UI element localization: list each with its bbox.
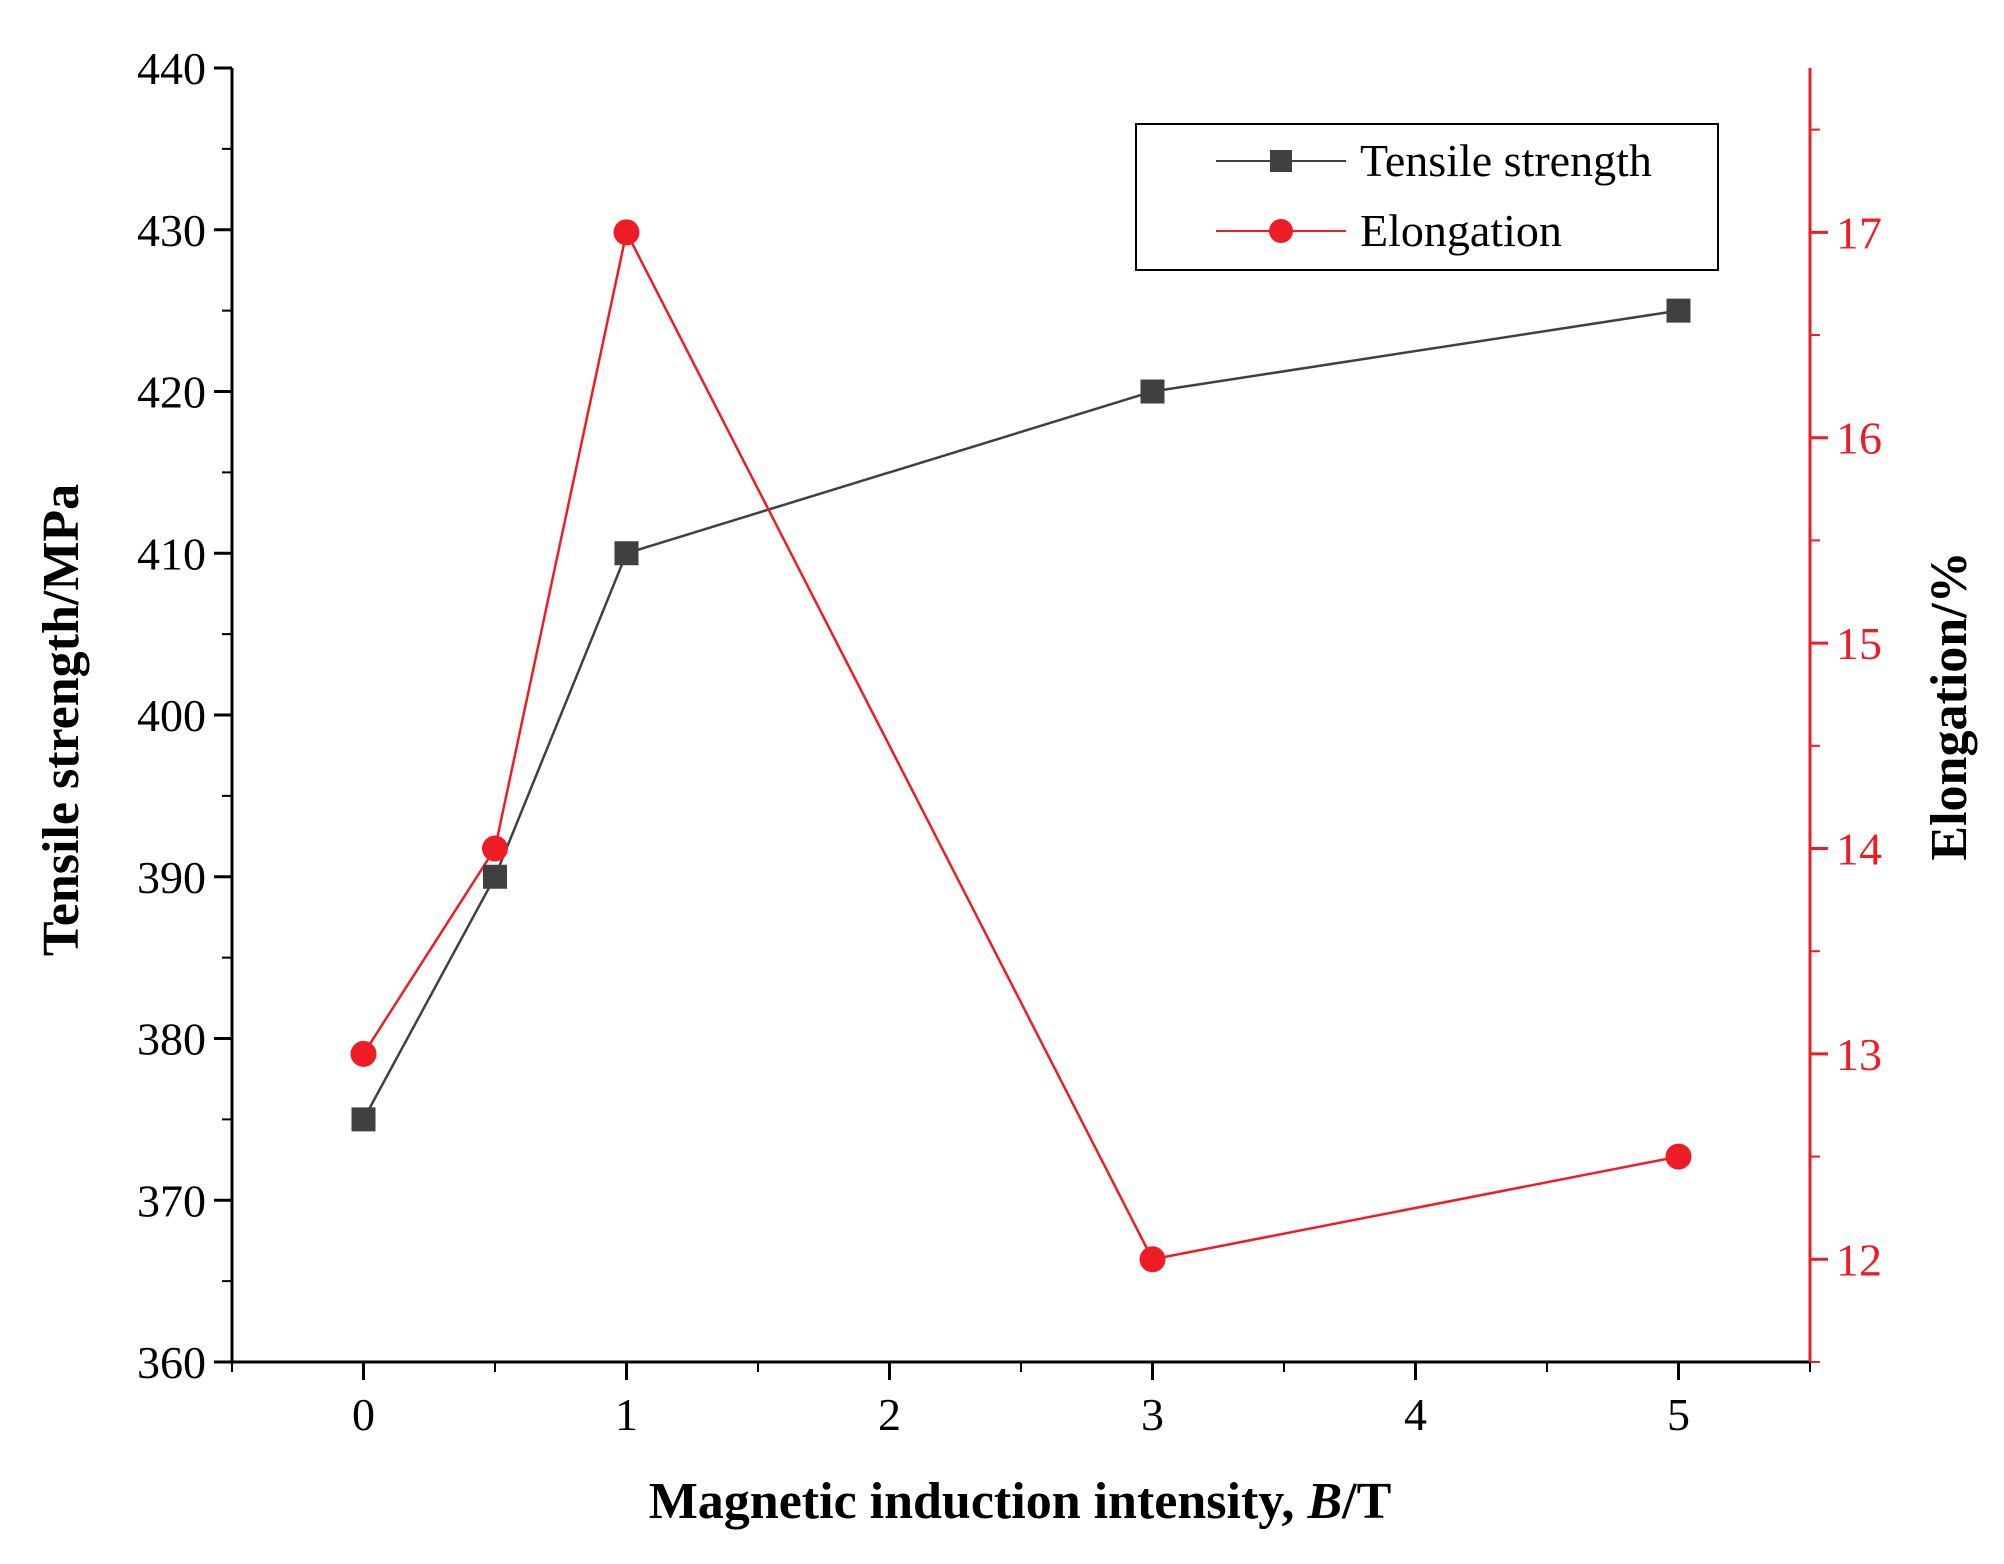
series-line-elongation bbox=[362, 228, 1679, 1261]
right-y-axis-title: Elongation/% bbox=[1921, 551, 1978, 860]
left-y-tick-label: 420 bbox=[137, 367, 206, 418]
left-y-tick-label: 400 bbox=[137, 690, 206, 741]
x-axis-title-variable: B bbox=[1306, 1473, 1342, 1530]
right-y-tick-label: 12 bbox=[1836, 1234, 1882, 1285]
right-y-tick-label: 16 bbox=[1836, 413, 1882, 464]
left-y-tick-label: 360 bbox=[137, 1337, 206, 1388]
left-y-tick-label: 390 bbox=[137, 852, 206, 903]
legend-entry-elongation: Elongation bbox=[1216, 205, 1562, 256]
legend: Tensile strength Elongation bbox=[1135, 123, 1719, 271]
data-point-elongation bbox=[1139, 1246, 1166, 1273]
x-axis-title-unit: /T bbox=[1341, 1473, 1391, 1530]
left-y-tick-label: 380 bbox=[137, 1014, 206, 1065]
right-y-tick-label: 17 bbox=[1836, 207, 1882, 258]
left-y-tick-label: 410 bbox=[137, 528, 206, 579]
data-point-elongation bbox=[1665, 1143, 1692, 1170]
right-y-tick-label: 14 bbox=[1836, 824, 1882, 875]
legend-entry-tensile-strength: Tensile strength bbox=[1216, 135, 1652, 186]
series-lines bbox=[362, 228, 1679, 1261]
right-y-tick-label: 13 bbox=[1836, 1029, 1882, 1080]
data-point-tensile-strength bbox=[483, 864, 507, 889]
data-point-elongation bbox=[613, 219, 640, 246]
x-tick-label: 2 bbox=[878, 1389, 901, 1440]
left-y-axis-title: Tensile strength/MPa bbox=[33, 484, 90, 956]
x-tick-label: 3 bbox=[1141, 1389, 1164, 1440]
x-tick-label: 0 bbox=[352, 1389, 375, 1440]
left-y-tick-label: 440 bbox=[137, 43, 206, 94]
legend-box bbox=[1135, 123, 1719, 271]
x-tick-label: 4 bbox=[1404, 1389, 1427, 1440]
legend-marker-tensile-strength bbox=[1270, 150, 1292, 172]
legend-marker-elongation bbox=[1269, 219, 1293, 243]
data-point-tensile-strength bbox=[1666, 298, 1691, 323]
series-markers bbox=[350, 219, 1692, 1273]
data-point-tensile-strength bbox=[614, 541, 639, 566]
series-line-tensile-strength bbox=[362, 309, 1679, 1120]
data-point-tensile-strength bbox=[1140, 379, 1165, 404]
legend-label-tensile-strength: Tensile strength bbox=[1360, 135, 1652, 186]
x-axis-title: Magnetic induction intensity, B/T bbox=[649, 1473, 1392, 1530]
data-point-elongation bbox=[482, 835, 508, 862]
data-point-tensile-strength bbox=[351, 1107, 376, 1132]
left-y-tick-label: 370 bbox=[137, 1175, 206, 1226]
x-tick-label: 1 bbox=[615, 1389, 638, 1440]
legend-label-elongation: Elongation bbox=[1360, 205, 1562, 256]
x-tick-label: 5 bbox=[1667, 1389, 1690, 1440]
axis-ticks: 3603703803904004104204304401213141516170… bbox=[137, 43, 1882, 1440]
data-point-elongation bbox=[350, 1040, 377, 1067]
left-y-tick-label: 430 bbox=[137, 205, 206, 256]
x-axis-title-prefix: Magnetic induction intensity, bbox=[649, 1473, 1308, 1530]
right-y-tick-label: 15 bbox=[1836, 618, 1882, 669]
